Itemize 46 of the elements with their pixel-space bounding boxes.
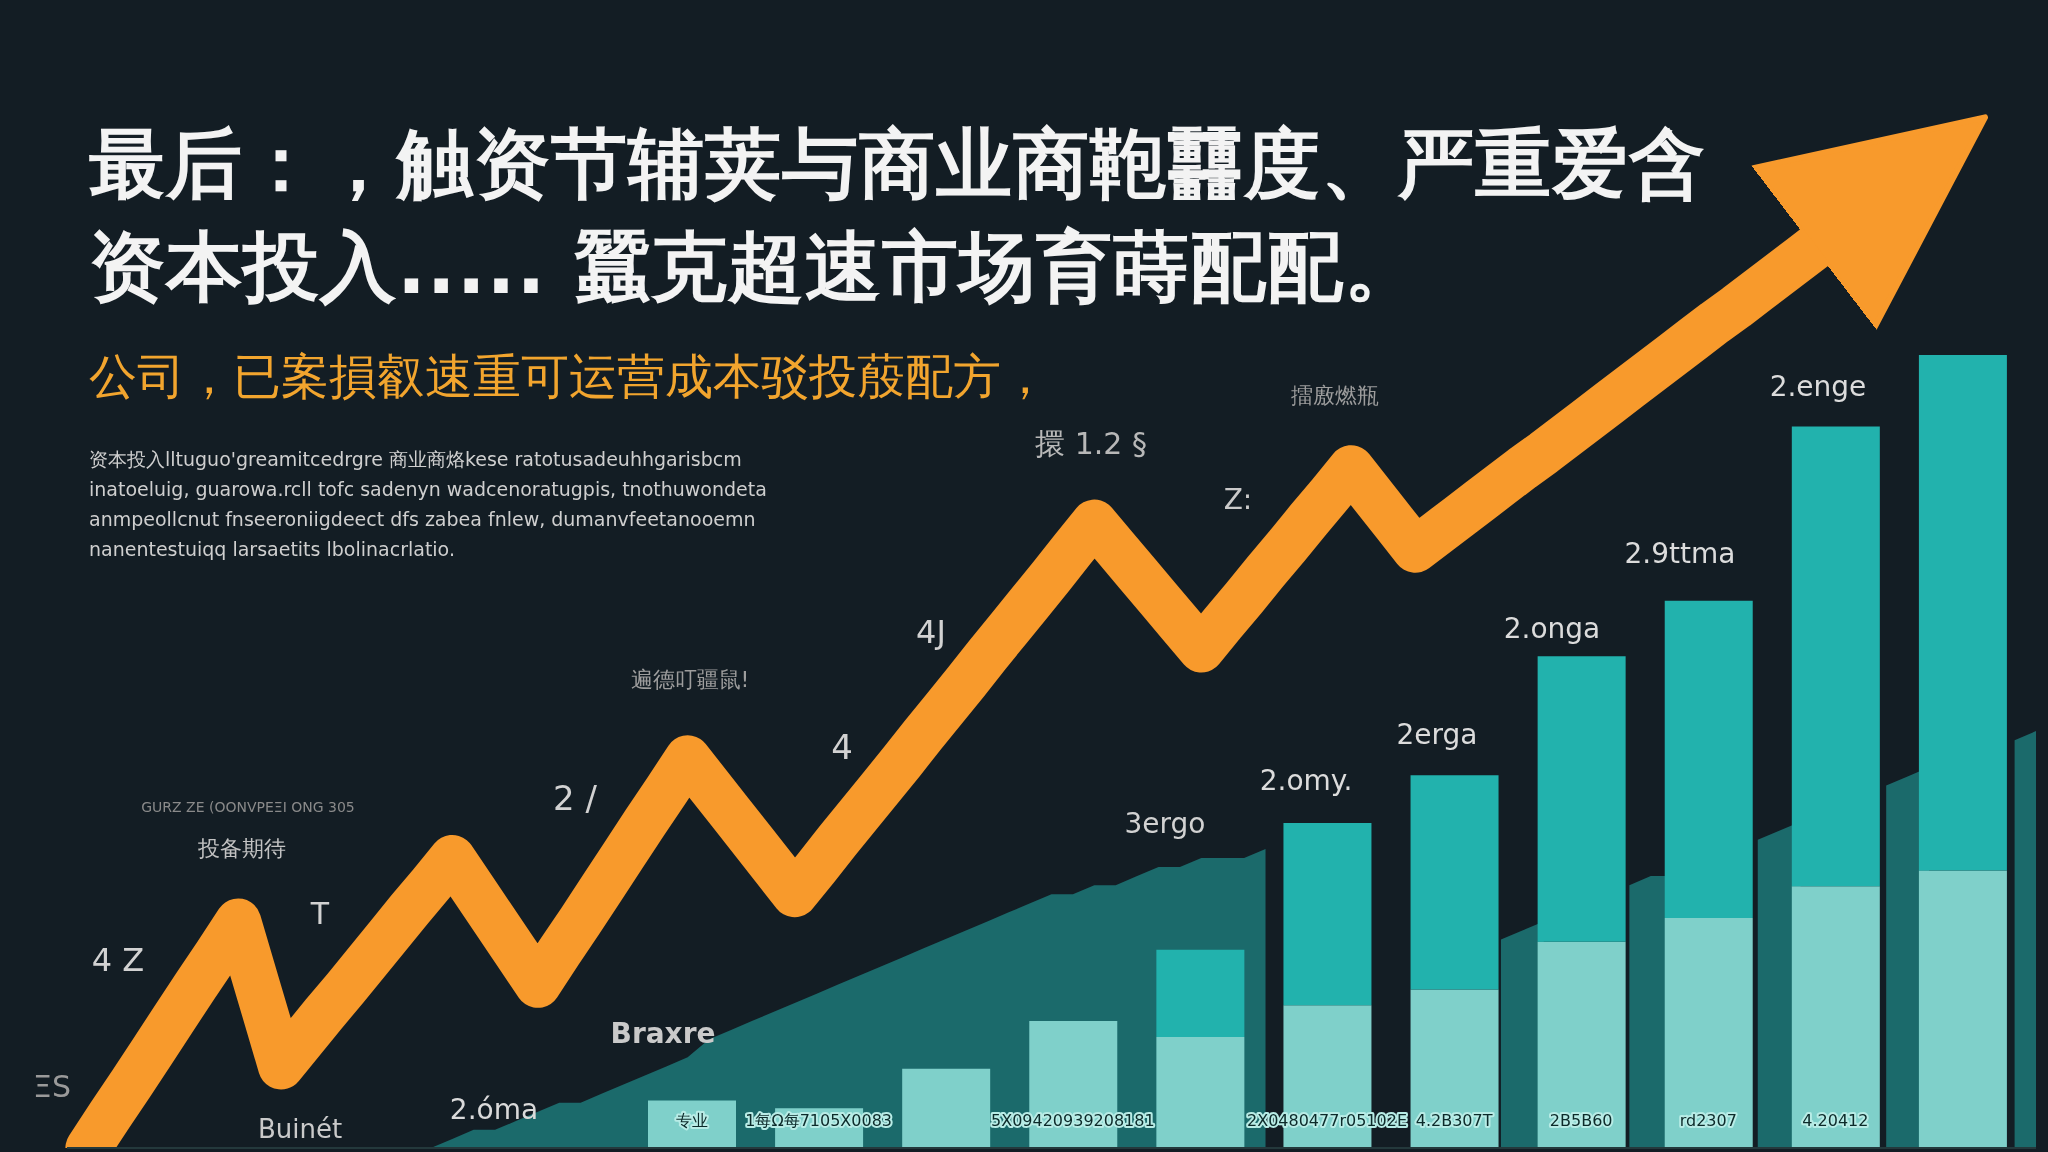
annotation: 擂廒燃瓶 [1291, 383, 1379, 409]
annotation: 遍德叮疆鼠! [630, 667, 750, 693]
x-tick-label: 专业 [675, 1111, 708, 1130]
bar [1918, 870, 2007, 1148]
annotation: 擐 1.2 § [1035, 425, 1147, 462]
annotation: 2.9ttma [1624, 536, 1736, 571]
annotation: Z: [1223, 482, 1253, 517]
annotation: 2.enge [1769, 369, 1867, 404]
bar [1791, 886, 1880, 1148]
annotation: GURZ ZE (OONVPEΞI ONG 305 [141, 798, 355, 816]
bar [1537, 941, 1626, 1148]
annotation: 2 / [553, 778, 597, 819]
bar [1537, 656, 1626, 942]
bar [902, 1068, 991, 1148]
x-tick-label: 4.20412 [1802, 1111, 1869, 1130]
bar [1918, 355, 2007, 871]
annotation: 2.omy. [1259, 763, 1353, 798]
bar [1283, 822, 1372, 1006]
bar [1410, 989, 1499, 1148]
chart-subtitle: 公司，已案損叡速重可运营成本驳投蒑配方， [89, 347, 1049, 405]
annotation: ΞS [33, 1068, 71, 1105]
x-tick-label: 4.2B307T [1415, 1111, 1493, 1130]
annotation: 投备期待 [198, 836, 286, 862]
annotation: anmpeollcnut fnseeroniigdeect dfs zabea fnlew, dumanvfeetanooemn [89, 508, 756, 531]
annotation: 4 [831, 727, 853, 768]
annotation: inatoeluig, guarowa.rcll tofc sadenyn wadcenoratugpis, tnothuwondeta [89, 478, 767, 501]
annotation: T [310, 895, 330, 932]
annotation: Buinét [257, 1114, 343, 1145]
bar [1156, 1036, 1245, 1148]
annotation: Braxre [610, 1016, 716, 1051]
x-tick-label: 2B5B60 [1549, 1111, 1613, 1130]
annotation: 4 Z [91, 940, 145, 979]
bar [1410, 775, 1499, 990]
bar [1664, 918, 1753, 1148]
x-tick-label: rd2307 [1679, 1111, 1737, 1130]
bar [1791, 426, 1880, 887]
annotation: 2erga [1396, 717, 1478, 752]
annotation: 2.onga [1503, 611, 1601, 646]
annotation: 3ergo [1124, 806, 1206, 841]
bar [1156, 949, 1245, 1037]
chart-title: 最后：，触资节辅荚与商业商鞄䨻度、严重爱含资本投入..... 蠶克超速市场育蒔配配。 [89, 118, 1707, 313]
bar [1664, 600, 1753, 919]
annotation: 2.óma [449, 1092, 539, 1127]
annotation: nanentestuiqq larsaetits lbolinacrlatio. [89, 538, 455, 561]
annotation: 资本投入lltuguo'greamitcedrgre 商业商烙kese ratotusadeuhhgarisbcm [89, 448, 742, 471]
annotation: 4J [916, 612, 946, 651]
